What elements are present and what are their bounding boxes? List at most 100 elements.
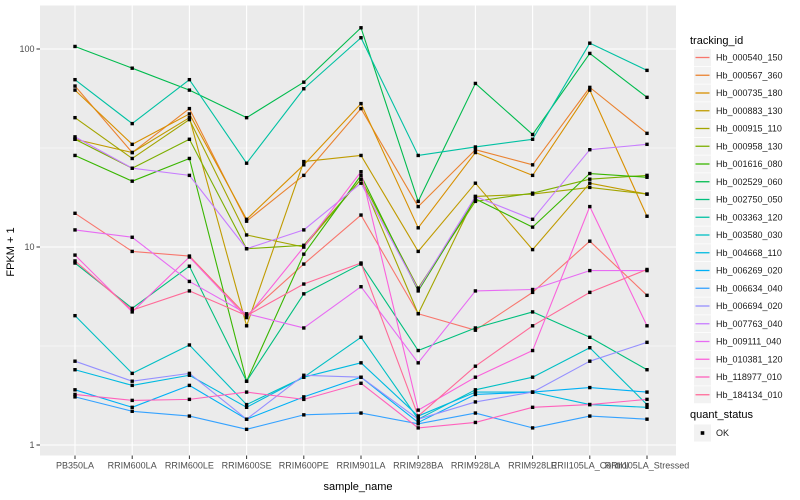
data-point: [130, 235, 134, 239]
data-point: [645, 68, 649, 73]
legend-label: Hb_002750_050: [716, 195, 783, 205]
x-axis-title: sample_name: [323, 481, 392, 493]
data-point: [588, 171, 592, 176]
data-point: [473, 328, 478, 332]
data-point: [473, 181, 478, 185]
data-point: [473, 388, 478, 392]
data-point: [473, 392, 478, 397]
data-point: [130, 179, 134, 183]
legend-title-quant-status: quant_status: [690, 409, 753, 421]
legend-title-tracking-id: tracking_id: [690, 35, 743, 47]
data-point: [645, 131, 649, 136]
data-point: [359, 173, 363, 178]
x-tick-label: RRIM928BA: [393, 461, 443, 471]
data-point: [302, 326, 306, 330]
data-point: [530, 290, 535, 295]
data-point: [645, 397, 649, 402]
data-point: [416, 417, 420, 421]
data-point: [73, 253, 77, 257]
data-point: [130, 66, 134, 70]
data-point: [588, 204, 592, 209]
data-point: [473, 375, 478, 379]
plot-panel: [40, 5, 676, 456]
data-point: [302, 80, 306, 84]
data-point: [359, 261, 363, 265]
data-point: [187, 255, 192, 259]
data-point: [588, 177, 592, 181]
data-point: [645, 390, 649, 394]
data-point: [244, 313, 249, 318]
data-point: [302, 163, 306, 167]
data-point: [473, 197, 478, 201]
data-point: [645, 175, 649, 179]
legend-label: Hb_000915_110: [716, 124, 782, 134]
data-point: [416, 422, 420, 426]
data-point: [530, 287, 535, 292]
data-point: [416, 153, 420, 158]
data-point: [187, 106, 192, 111]
data-point: [73, 153, 77, 158]
data-point: [302, 282, 306, 286]
x-tick-label: RRIM600LA: [108, 461, 157, 471]
x-tick-label: PB350LA: [56, 461, 94, 471]
data-point: [244, 233, 249, 237]
data-point: [73, 261, 77, 265]
quant-status-label: OK: [716, 428, 729, 438]
data-point: [73, 313, 77, 318]
data-point: [645, 368, 649, 372]
data-point: [130, 379, 134, 383]
data-point: [302, 375, 306, 379]
data-point: [359, 177, 363, 181]
data-point: [302, 262, 306, 266]
data-point: [473, 411, 478, 415]
data-point: [530, 173, 535, 178]
data-point: [473, 390, 478, 394]
data-point: [473, 81, 478, 86]
data-point: [187, 397, 192, 402]
data-point: [416, 414, 420, 418]
legend-label: Hb_006634_040: [716, 283, 783, 293]
data-point: [359, 285, 363, 289]
data-point: [187, 383, 192, 388]
data-point: [187, 156, 192, 161]
data-point: [530, 163, 535, 167]
data-point: [244, 390, 249, 394]
legend-label: Hb_000883_130: [716, 106, 783, 116]
data-point: [130, 121, 134, 126]
data-point: [645, 417, 649, 421]
data-point: [302, 292, 306, 296]
data-point: [302, 413, 306, 417]
data-point: [416, 226, 420, 230]
x-tick-label: RRIM928LA: [451, 461, 500, 471]
legend-label: Hb_010381_120: [716, 354, 783, 364]
data-point: [73, 84, 77, 88]
data-point: [588, 239, 592, 243]
legend-label: Hb_184134_010: [716, 390, 783, 400]
data-point: [302, 173, 306, 178]
data-point: [588, 51, 592, 56]
data-point: [73, 228, 77, 232]
data-point: [244, 315, 249, 320]
data-point: [73, 115, 77, 120]
data-point: [359, 375, 363, 379]
data-point: [302, 159, 306, 164]
legend-label: Hb_118977_010: [716, 372, 782, 382]
data-point: [73, 137, 77, 141]
data-point: [416, 426, 420, 430]
data-point: [588, 346, 592, 350]
x-tick-label: RRIM600PE: [279, 461, 329, 471]
data-point: [416, 287, 420, 292]
data-point: [359, 36, 363, 40]
data-point: [588, 181, 592, 185]
data-point: [187, 112, 192, 116]
data-point: [416, 249, 420, 254]
data-point: [530, 132, 535, 137]
data-point: [530, 390, 535, 394]
x-tick-label: RRIM901LA: [336, 461, 385, 471]
data-point: [187, 264, 192, 268]
data-point: [130, 383, 134, 388]
data-point: [530, 191, 535, 195]
data-point: [530, 217, 535, 222]
data-point: [130, 308, 134, 312]
